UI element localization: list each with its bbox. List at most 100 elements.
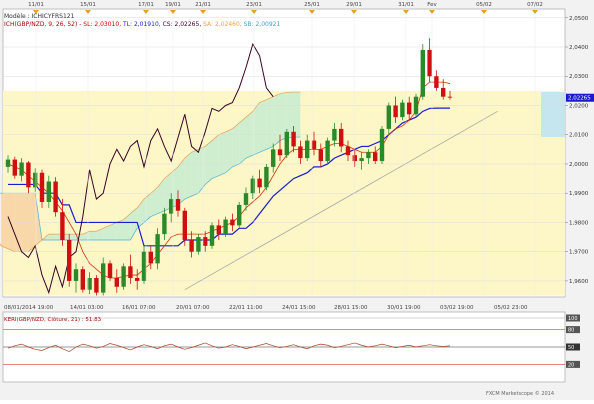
candle-body (107, 263, 113, 278)
cloud-segment (123, 213, 131, 240)
candle-body (209, 225, 215, 246)
oscillator-level-box (566, 360, 580, 368)
candle (114, 269, 119, 293)
candle-body (407, 102, 412, 115)
cloud-segment (110, 222, 117, 240)
date-marker-icon (351, 10, 357, 14)
future-cloud-highlight (541, 92, 565, 138)
candle (101, 257, 106, 296)
candle (311, 131, 317, 156)
top-date-label: 29/01 (346, 2, 362, 8)
candle (80, 266, 85, 293)
candle-body (393, 105, 398, 118)
candle-body (39, 172, 45, 202)
top-date-label: 25/01 (304, 2, 320, 8)
candle (155, 228, 160, 270)
candle (434, 70, 439, 91)
y-tick-label: 1,9800 (569, 220, 589, 226)
cloud-segment (69, 234, 76, 240)
candle (135, 269, 140, 290)
candle-body (400, 102, 405, 118)
candle (209, 222, 215, 249)
candle-body (339, 128, 344, 147)
candle-body (5, 159, 11, 167)
candle-body (128, 266, 133, 278)
candle-body (237, 204, 242, 226)
candle (148, 245, 153, 270)
candle-body (447, 96, 453, 98)
date-marker-icon (481, 10, 487, 14)
candle-body (26, 162, 31, 188)
watermark: FXCM Marketscope © 2014 (486, 390, 554, 397)
candle (413, 93, 419, 118)
cloud-segment (48, 234, 56, 240)
candle-body (441, 87, 446, 97)
candle-body (114, 277, 119, 287)
trend-line (184, 110, 498, 291)
candle-body (373, 152, 378, 162)
indicator-legend: ICH(GBP/NZD, 9, 26, 52) - SL: 2,03010, T… (4, 21, 281, 28)
y-tick-label: 2,0400 (569, 45, 589, 51)
candlesticks[interactable] (5, 38, 453, 296)
date-marker-icon (251, 10, 257, 14)
oscillator-level-label: 50 (568, 345, 574, 351)
model-label: Modèle : ICHICYFRS121 (4, 13, 75, 20)
top-date-label: 31/01 (398, 2, 414, 8)
axes: 2,0500 2,0400 2,0300 2,0200 2,0100 2,0000 1,99… (4, 2, 594, 311)
bottom-date-label: 24/01 15:00 (282, 305, 316, 311)
candle-body (420, 49, 425, 97)
candle-body (196, 237, 201, 252)
candle-body (264, 166, 269, 188)
cloud-segment (150, 187, 158, 217)
indicator-prefix: ICH(GBP/NZD, 9, 26, 52) (4, 21, 78, 28)
date-marker-icon (403, 10, 409, 14)
candle (291, 125, 296, 153)
candle (420, 44, 425, 100)
cloud-segment (89, 231, 97, 240)
date-marker-icon (309, 10, 315, 14)
candle-body (305, 140, 310, 159)
candle (386, 102, 391, 135)
candle (19, 158, 24, 182)
candle (94, 275, 99, 296)
candle (67, 234, 72, 287)
candle (318, 143, 323, 167)
candle (407, 96, 412, 121)
candle-body (413, 96, 419, 115)
candle-body (332, 128, 337, 141)
bottom-date-label: 08/01/2014 19:00 (4, 305, 54, 311)
candle-body (284, 131, 289, 156)
top-date-label: 07/02 (527, 2, 543, 8)
indicator-value-sa: SA: 2,02460, (203, 21, 244, 28)
cloud-segment (252, 102, 260, 156)
oscillator-level-box (566, 343, 580, 351)
candle-body (121, 266, 126, 287)
candle (33, 168, 38, 192)
candle (189, 231, 194, 258)
candle-body (169, 199, 174, 214)
candle-body (182, 210, 187, 240)
date-marker-icon (85, 10, 91, 14)
candle-body (87, 277, 92, 290)
bottom-date-label: 03/02 19:00 (440, 305, 474, 311)
cloud-segment (280, 92, 287, 141)
candle-body (80, 269, 85, 290)
cloud-segment (273, 93, 280, 147)
candle (230, 213, 235, 232)
cloud-segment (239, 117, 246, 164)
oscillator-level-box (566, 314, 580, 322)
candle (26, 161, 31, 194)
tenkan-line (7, 81, 451, 279)
candle (332, 123, 337, 147)
cloud-segment (144, 193, 151, 223)
cloud-segment (184, 152, 192, 200)
oscillator-title: KERI(GBP/NZD, Clôture, 21) : 51.83 (4, 316, 102, 323)
candle-body (291, 131, 296, 147)
candle-body (298, 146, 303, 159)
candle (60, 199, 65, 246)
candle (216, 219, 221, 240)
candle (87, 272, 92, 295)
candle-body (386, 105, 391, 129)
cloud-segment (266, 96, 274, 150)
